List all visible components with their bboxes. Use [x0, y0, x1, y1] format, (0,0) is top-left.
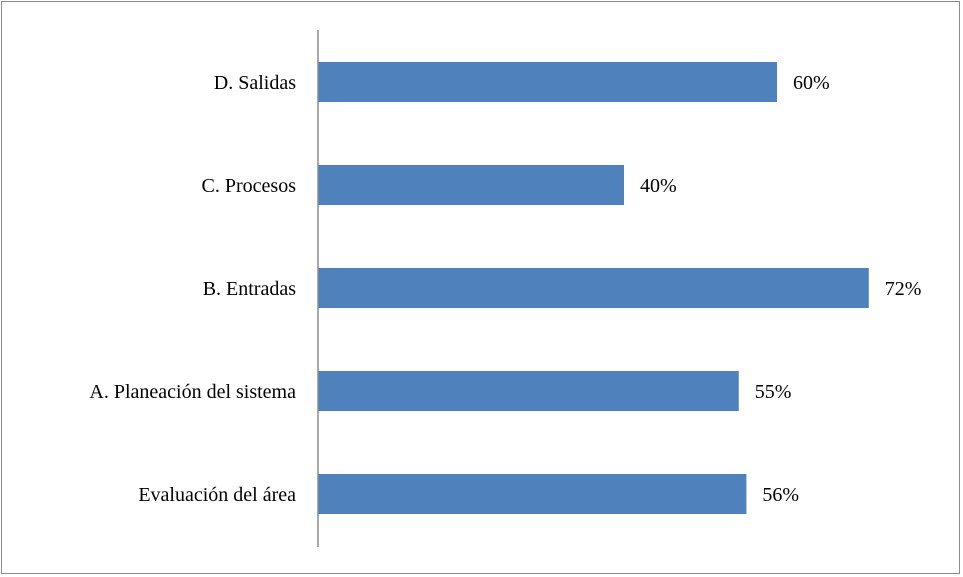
category-label-2: B. Entradas	[203, 278, 297, 300]
category-label-3: A. Planeación del sistema	[89, 381, 296, 403]
bar-3	[318, 371, 739, 411]
bar-2	[318, 268, 869, 308]
value-label-4: 56%	[762, 484, 799, 506]
value-label-0: 60%	[793, 72, 830, 94]
value-label-2: 72%	[885, 278, 922, 300]
value-label-3: 55%	[755, 381, 792, 403]
bar-4	[318, 474, 747, 514]
category-label-1: C. Procesos	[202, 175, 297, 197]
bar-0	[318, 62, 777, 102]
category-labels-group: D. Salidas C. Procesos B. Entradas A. Plane…	[89, 72, 296, 506]
category-label-0: D. Salidas	[214, 72, 296, 94]
bars-group	[318, 62, 869, 514]
bar-1	[318, 165, 624, 205]
value-labels-group: 60% 40% 72% 55% 56%	[640, 72, 921, 506]
value-label-1: 40%	[640, 175, 677, 197]
category-label-4: Evaluación del área	[138, 484, 296, 506]
